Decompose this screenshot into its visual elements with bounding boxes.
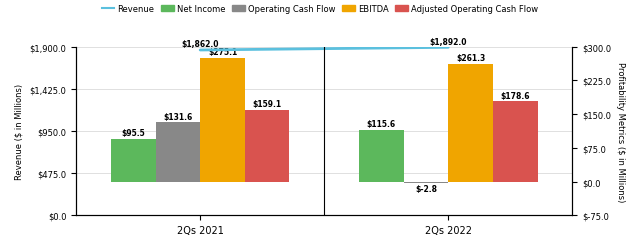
Text: $115.6: $115.6 — [367, 120, 396, 128]
Y-axis label: Revenue ($ in Millions): Revenue ($ in Millions) — [15, 84, 24, 179]
Text: $178.6: $178.6 — [500, 91, 530, 100]
Bar — [404, 182, 448, 183]
Bar — [245, 110, 289, 182]
Text: $131.6: $131.6 — [163, 112, 193, 121]
Text: $95.5: $95.5 — [122, 128, 145, 138]
Legend: Revenue, Net Income, Operating Cash Flow, EBITDA, Adjusted Operating Cash Flow: Revenue, Net Income, Operating Cash Flow… — [99, 2, 541, 17]
Y-axis label: Profitability Metrics ($ in Millions): Profitability Metrics ($ in Millions) — [616, 62, 625, 201]
Text: $159.1: $159.1 — [253, 100, 282, 109]
Text: $1,862.0: $1,862.0 — [181, 40, 219, 49]
Bar — [200, 58, 245, 182]
Text: $1,892.0: $1,892.0 — [429, 38, 467, 46]
Bar — [359, 130, 404, 182]
Text: $-2.8: $-2.8 — [415, 184, 437, 193]
Bar — [156, 123, 200, 182]
Bar — [493, 102, 538, 182]
Bar — [448, 65, 493, 182]
Bar — [111, 139, 156, 182]
Text: $261.3: $261.3 — [456, 54, 485, 63]
Text: $275.1: $275.1 — [208, 48, 237, 57]
